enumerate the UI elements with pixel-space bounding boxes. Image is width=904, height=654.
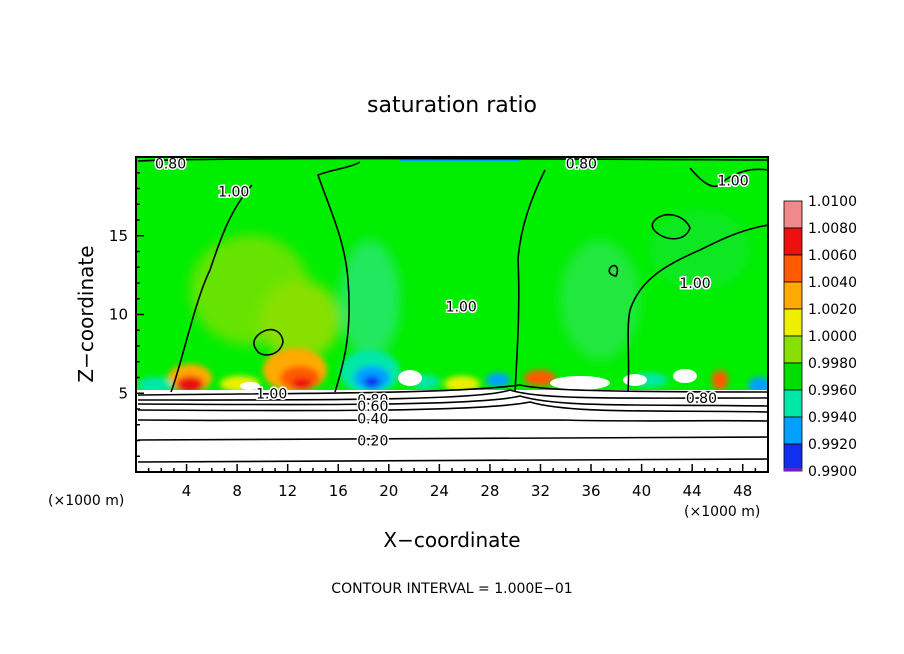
- colorbar-level-label: 1.0040: [808, 275, 857, 291]
- colorbar-swatch: [783, 254, 803, 283]
- contour-lines: [137, 157, 768, 463]
- y-tick-label: 5: [118, 384, 128, 402]
- x-tick-label: 28: [480, 482, 499, 500]
- x-tick-label: 48: [733, 482, 752, 500]
- colorbar-swatch: [783, 281, 803, 310]
- colorbar-swatch: [783, 308, 803, 337]
- x-unit-label-left: (×1000 m): [48, 493, 124, 509]
- colorbar-swatch: [783, 443, 803, 472]
- x-tick-label: 4: [182, 482, 192, 500]
- x-axis-label: X−coordinate: [383, 528, 520, 552]
- x-tick-label: 40: [632, 482, 651, 500]
- lower-region: [136, 390, 768, 472]
- chart-title: saturation ratio: [367, 93, 537, 118]
- colorbar-swatch: [783, 416, 803, 445]
- colorbar-level-label: 1.0100: [808, 194, 857, 210]
- x-tick-label: 20: [379, 482, 398, 500]
- x-unit-label-right: (×1000 m): [684, 504, 760, 520]
- colorbar-level-label: 0.9980: [808, 356, 857, 372]
- colorbar-level-label: 0.9920: [808, 437, 857, 453]
- colorbar-level-label: 0.9940: [808, 410, 857, 426]
- colorbar-level-label: 1.0000: [808, 329, 857, 345]
- colorbar-swatch: [783, 362, 803, 391]
- colorbar-level-label: 0.9900: [808, 464, 857, 480]
- surface-anomalies: [137, 348, 768, 394]
- y-axis-label: Z−coordinate: [74, 245, 98, 382]
- x-tick-label: 24: [430, 482, 449, 500]
- y-tick-label: 15: [109, 227, 128, 245]
- colorbar-level-label: 1.0060: [808, 248, 857, 264]
- contour-label: 0.80: [686, 391, 717, 407]
- contour-label: 0.80: [357, 393, 388, 409]
- colorbar-swatch: [784, 468, 802, 471]
- contour-labels: 0.80 0.801.001.001.001.001.00 0.800.800.60…: [153, 156, 750, 451]
- x-tick-label: 32: [531, 482, 550, 500]
- colorbar-swatch: [783, 200, 803, 229]
- colorbar-swatch: [783, 335, 803, 364]
- colorbar-swatch: [783, 227, 803, 256]
- contour-label: 0.60: [357, 399, 388, 415]
- y-axis: 5 10 15: [109, 172, 144, 457]
- contour-label: 1.00: [717, 174, 748, 190]
- contour-label: 0.80: [155, 156, 186, 172]
- x-tick-label: 12: [278, 482, 297, 500]
- colorbar-level-label: 0.9960: [808, 383, 857, 399]
- contour-interval-note: CONTOUR INTERVAL = 1.000E−01: [331, 581, 572, 597]
- contour-label: 1.00: [218, 185, 249, 201]
- x-tick-label: 16: [329, 482, 348, 500]
- y-tick-label: 10: [109, 306, 128, 324]
- contour-label: 0.20: [357, 434, 388, 450]
- colorbar-level-label: 1.0080: [808, 221, 857, 237]
- colorbar-level-label: 1.0020: [808, 302, 857, 318]
- contour-label: 1.00: [680, 276, 711, 292]
- x-tick-label: 44: [683, 482, 702, 500]
- x-tick-label: 8: [232, 482, 242, 500]
- contour-label: 1.00: [446, 300, 477, 316]
- colorbar-swatch: [783, 389, 803, 418]
- contour-label: 0.80: [566, 156, 597, 172]
- colorbar: 1.0100 1.0080 1.0060 1.0040 1.0020 1.0000 0.99…: [783, 194, 857, 480]
- x-axis: 4 8 12 16 20 24 28 32 36 40 44 48: [147, 464, 757, 500]
- contour-label: 0.40: [357, 411, 388, 427]
- x-tick-label: 36: [581, 482, 600, 500]
- plot-area: 0.80 0.801.001.001.001.001.00 0.800.800.60…: [136, 156, 768, 472]
- contour-label: 1.00: [256, 386, 287, 402]
